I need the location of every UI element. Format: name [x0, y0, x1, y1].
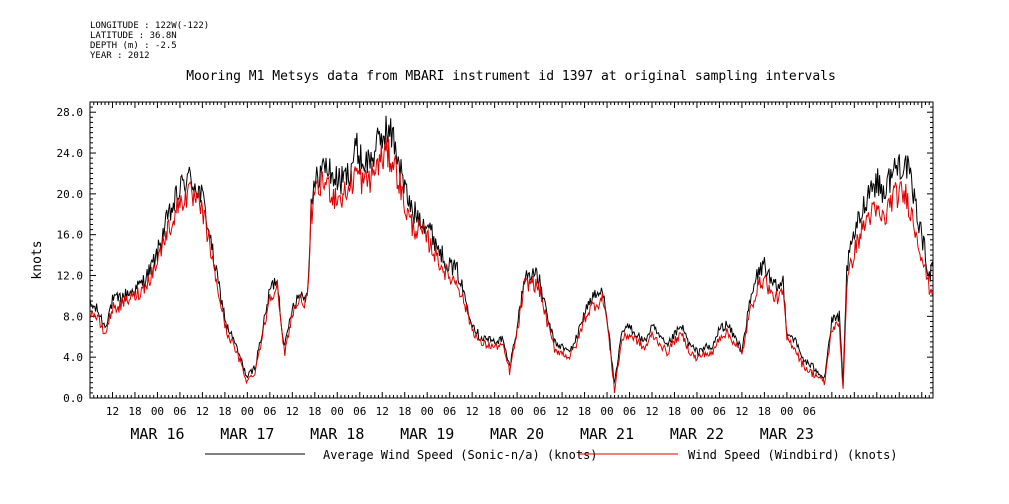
meta-latitude: LATITUDE : 36.8N: [90, 31, 177, 41]
x-hour-label: 00: [600, 405, 613, 418]
axis-ticks: 12 18 00 06 12 18 00 06 12 18 00 06 12 18 00 06 12 18 00 06…: [57, 101, 934, 443]
x-hour-label: 12: [286, 405, 299, 418]
chart-title: Mooring M1 Metsys data from MBARI instru…: [186, 69, 836, 84]
legend: Average Wind Speed (Sonic-n/a) (knots) Wi…: [205, 448, 898, 462]
x-hour-label: 18: [308, 405, 321, 418]
x-hour-label: 00: [241, 405, 254, 418]
x-day-label: MAR 18: [310, 425, 364, 443]
x-hour-label: 18: [128, 405, 141, 418]
x-hour-label: 12: [196, 405, 209, 418]
y-tick-label: 0.0: [63, 392, 83, 405]
x-day-label: MAR 20: [490, 425, 544, 443]
x-hour-label: 06: [353, 405, 366, 418]
meta-depth: DEPTH (m) : -2.5: [90, 41, 177, 51]
x-hour-label: 18: [218, 405, 231, 418]
x-hour-label: 18: [668, 405, 681, 418]
x-day-label: MAR 16: [130, 425, 184, 443]
y-tick-label: 24.0: [57, 147, 84, 160]
x-hour-label: 00: [690, 405, 703, 418]
x-hour-label: 06: [623, 405, 636, 418]
x-hour-label: 00: [151, 405, 164, 418]
x-hour-label: 12: [645, 405, 658, 418]
legend-label: Wind Speed (Windbird) (knots): [688, 448, 898, 462]
x-hour-label: 12: [466, 405, 479, 418]
x-hour-label: 00: [780, 405, 793, 418]
y-axis-label: knots: [30, 240, 45, 279]
y-tick-label: 16.0: [57, 229, 84, 242]
series-lines: [89, 115, 934, 394]
x-hour-label: 18: [398, 405, 411, 418]
x-hour-label: 12: [735, 405, 748, 418]
y-tick-label: 8.0: [63, 310, 83, 323]
x-hour-label: 12: [106, 405, 119, 418]
y-tick-label: 28.0: [57, 106, 84, 119]
x-day-label: MAR 19: [400, 425, 454, 443]
x-hour-label: 00: [331, 405, 344, 418]
x-hour-label: 06: [173, 405, 186, 418]
meta-longitude: LONGITUDE : 122W(-122): [90, 21, 210, 31]
x-hour-label: 18: [578, 405, 591, 418]
meta-year: YEAR : 2012: [90, 51, 150, 61]
x-hour-label: 18: [488, 405, 501, 418]
x-day-label: MAR 21: [580, 425, 634, 443]
y-tick-label: 20.0: [57, 188, 84, 201]
x-hour-label: 18: [758, 405, 771, 418]
legend-label: Average Wind Speed (Sonic-n/a) (knots): [323, 448, 598, 462]
x-day-label: MAR 22: [670, 425, 724, 443]
x-hour-label: 00: [421, 405, 434, 418]
x-hour-label: 00: [510, 405, 523, 418]
y-tick-label: 12.0: [57, 270, 84, 283]
x-hour-label: 12: [376, 405, 389, 418]
x-hour-label: 06: [533, 405, 546, 418]
x-hour-label: 06: [803, 405, 816, 418]
x-hour-label: 06: [713, 405, 726, 418]
x-hour-label: 06: [443, 405, 456, 418]
series-line-0: [89, 115, 934, 385]
x-day-label: MAR 23: [760, 425, 814, 443]
x-day-label: MAR 17: [220, 425, 274, 443]
x-hour-label: 12: [555, 405, 568, 418]
series-line-1: [89, 136, 934, 394]
x-hour-label: 06: [263, 405, 276, 418]
y-tick-label: 4.0: [63, 351, 83, 364]
